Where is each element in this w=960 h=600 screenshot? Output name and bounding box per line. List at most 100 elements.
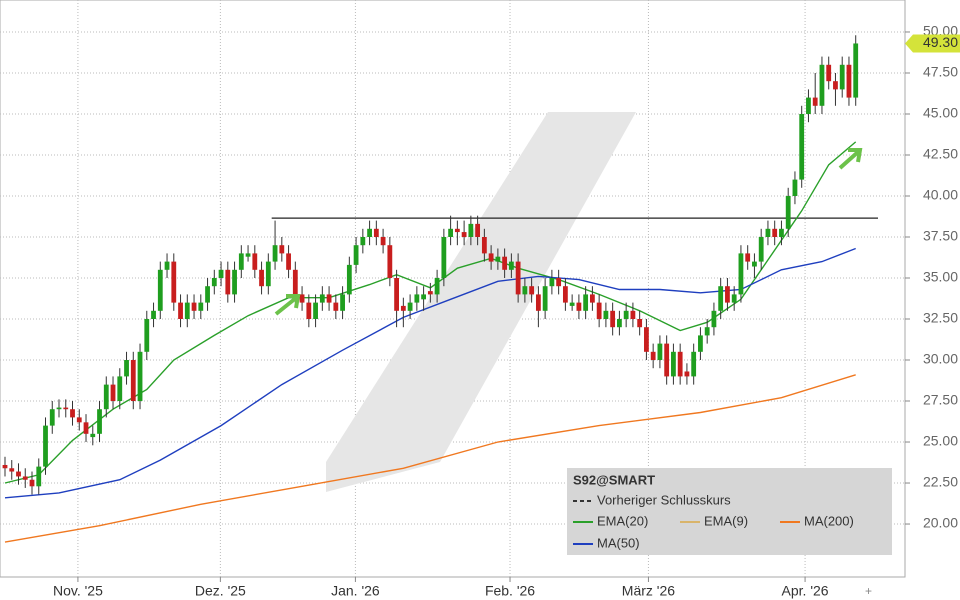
legend-label: MA(50) [597,535,640,550]
candle-body [279,245,285,254]
candle-body [211,278,217,287]
candle-body [340,294,345,311]
candle-body [225,269,231,295]
legend-label: MA(200) [804,513,854,528]
candle-body [752,261,757,267]
candle-body [9,468,15,472]
candle-body [644,327,649,352]
candle-body [522,286,528,295]
candle-body [380,236,386,246]
candle-body [252,253,258,270]
candle-body [110,384,116,402]
candle-body [542,286,548,311]
y-tick-label: 42.50 [923,146,958,162]
candle-body [387,245,393,279]
y-tick-label: 25.00 [923,433,958,449]
candle-body [407,302,413,311]
candle-body [718,286,724,311]
candle-body [725,286,730,303]
candle-body [806,97,811,114]
candle-body [839,64,845,90]
indicator-line [4,374,856,543]
candle-body [704,327,710,336]
candle-body [508,261,514,270]
y-tick-label: 37.50 [923,228,958,244]
candle-body [623,310,629,320]
x-tick-label: März '26 [622,583,675,599]
candle-body [569,302,575,306]
candles [2,35,859,495]
y-tick-label: 47.50 [923,64,958,80]
candle-body [711,310,717,328]
candle-body [117,376,123,402]
y-tick-label: 27.50 [923,392,958,408]
candle-body [637,319,643,328]
candle-body [785,195,791,229]
candle-body [461,232,467,237]
candle-body [238,253,244,270]
candle-body [792,179,798,196]
candle-body [779,228,784,237]
candle-body [394,278,399,311]
y-tick-label: 40.00 [923,187,958,203]
candle-body [502,256,508,270]
candle-body [657,343,663,361]
legend-label: EMA(9) [704,513,748,528]
candle-body [198,302,204,311]
candle-body [306,302,312,320]
candle-body [373,228,379,237]
candle-body [49,409,55,426]
axes: 20.00 22.50 25.00 27.50 30.00 32.50 35.00 37.50… [53,23,960,599]
candle-body [205,286,210,303]
candle-body [630,310,636,320]
candle-body [272,245,278,262]
candle-body [691,351,697,377]
candle-body [650,351,656,361]
x-tick-label: Nov. '25 [53,583,103,599]
watermark-logo [326,112,636,492]
candle-body [535,294,541,311]
legend-label: Vorheriger Schlusskurs [597,492,731,507]
candle-body [441,236,447,279]
candle-body [799,113,805,180]
candle-body [164,261,170,270]
y-tick-label: 32.50 [923,310,958,326]
candle-body [562,286,568,303]
legend-box [567,468,892,555]
candle-body [772,228,778,237]
candle-body [43,425,48,467]
candle-body [367,228,372,237]
candle-body [346,264,352,295]
candle-body [22,476,28,480]
last-price-label: 49.30 [923,34,958,50]
candle-body [421,294,427,300]
candle-body [610,310,616,328]
candle-body [488,253,494,262]
candle-body [819,64,825,106]
candle-body [400,305,406,311]
candle-body [475,223,481,237]
candle-body [232,269,237,295]
candle-body [184,302,190,320]
last-price-tag [905,34,960,53]
candle-body [481,236,487,254]
x-tick-label: Apr. '26 [782,583,829,599]
candle-body [259,269,264,287]
candle-body [434,278,440,295]
candle-body [853,43,859,98]
candle-body [245,253,251,257]
x-tick-label: Jan. '26 [331,583,380,599]
arrow [274,294,301,316]
x-tick-label: Dez. '25 [195,583,246,599]
candle-body [596,302,602,320]
candle-body [576,302,582,311]
candle-body [495,256,501,262]
candle-body [63,407,69,410]
candle-body [333,302,339,311]
candle-body [319,294,325,303]
candle-body [313,302,318,320]
candle-body [137,351,143,402]
candle-body [833,81,838,90]
candle-body [671,351,676,377]
legend: S92@SMART Vorheriger Schlusskurs EMA(20) E… [567,468,892,555]
